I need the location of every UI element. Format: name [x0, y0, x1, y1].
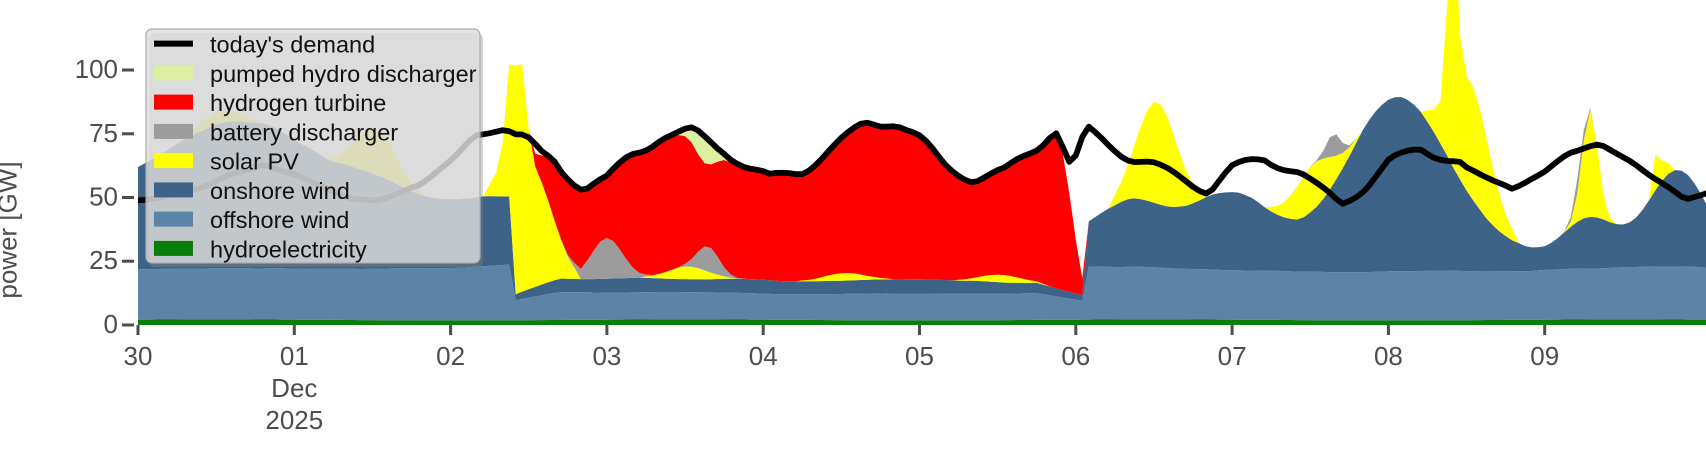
- svg-text:07: 07: [1218, 341, 1247, 371]
- svg-text:today's demand: today's demand: [210, 32, 375, 58]
- svg-text:hydroelectricity: hydroelectricity: [210, 236, 367, 262]
- svg-text:onshore wind: onshore wind: [210, 178, 350, 204]
- svg-text:25: 25: [89, 245, 118, 275]
- svg-text:08: 08: [1374, 341, 1403, 371]
- svg-text:2025: 2025: [265, 405, 323, 435]
- svg-text:09: 09: [1530, 341, 1559, 371]
- svg-text:02: 02: [436, 341, 465, 371]
- svg-text:75: 75: [89, 118, 118, 148]
- svg-text:04: 04: [749, 341, 778, 371]
- svg-text:battery discharger: battery discharger: [210, 119, 398, 145]
- svg-text:05: 05: [905, 341, 934, 371]
- svg-text:06: 06: [1061, 341, 1090, 371]
- svg-text:50: 50: [89, 182, 118, 212]
- svg-text:Dec: Dec: [271, 373, 317, 403]
- svg-text:30: 30: [124, 341, 153, 371]
- svg-text:solar PV: solar PV: [210, 149, 299, 175]
- svg-text:hydrogen turbine: hydrogen turbine: [210, 90, 386, 116]
- svg-text:pumped hydro discharger: pumped hydro discharger: [210, 61, 477, 87]
- svg-text:100: 100: [75, 54, 118, 84]
- svg-text:0: 0: [104, 309, 118, 339]
- svg-text:03: 03: [592, 341, 621, 371]
- svg-text:offshore wind: offshore wind: [210, 207, 349, 233]
- svg-text:01: 01: [280, 341, 309, 371]
